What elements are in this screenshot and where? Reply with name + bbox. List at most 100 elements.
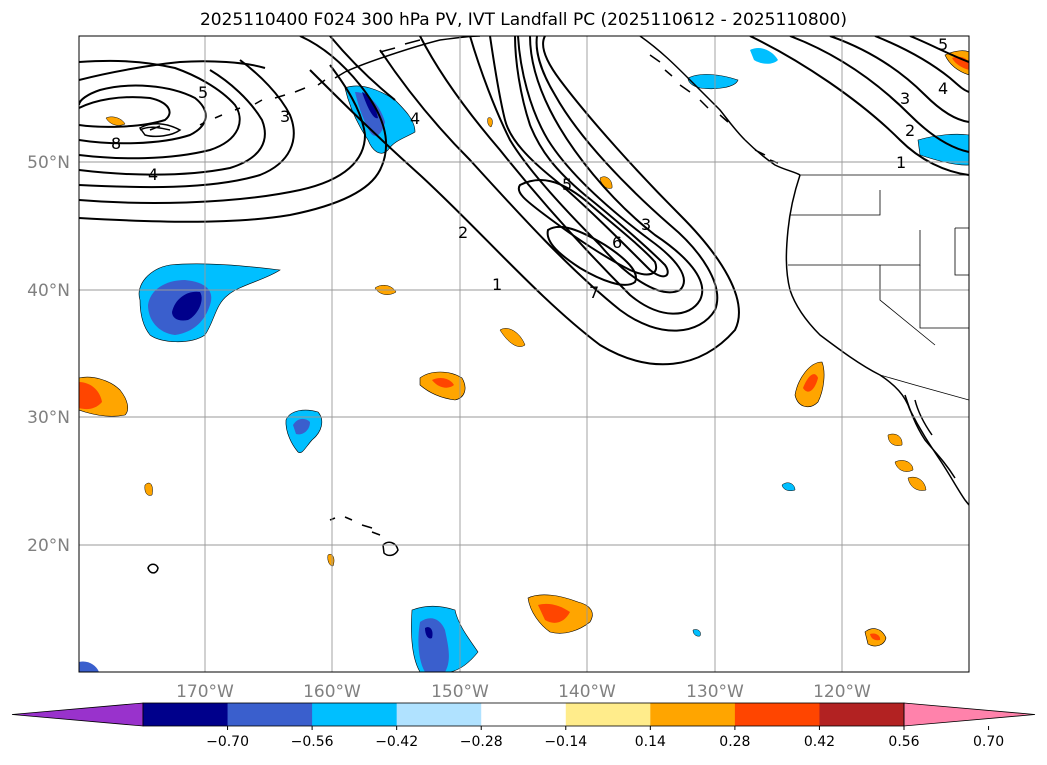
contour-nw-3 [79,59,295,189]
colorbar-tick-label: −0.28 [460,734,503,750]
neg-blob-corner [79,661,99,672]
colorbar-outline [142,702,905,727]
pos-blob-west-edge-core [79,382,102,410]
colorbar-bin [312,703,398,726]
gridlines [79,36,969,672]
colorbar-tick-label: 0.70 [973,734,1004,750]
neg-blob-small1 [781,482,796,492]
ivt-contours [79,36,969,574]
pos-blob-s7 [105,116,126,126]
contour-label: 4 [410,109,420,128]
contour-label: 1 [492,275,502,294]
contour-label: 3 [900,89,910,108]
pos-blob-118w-core [870,633,881,641]
contour-c-2 [379,36,719,332]
neg-blob-alaska-core [362,92,378,119]
border-us-mexico [879,374,969,401]
plot-area [79,36,969,672]
alaska-peninsula [138,123,182,138]
contour-ne-5 [909,36,969,63]
colorbar-tick-label: −0.70 [206,734,249,750]
lon-labels: 170°W 160°W 150°W 140°W 130°W 120°W [176,682,871,702]
lat-label-30n: 30°N [27,408,70,428]
lat-label-40n: 40°N [27,281,70,301]
contour-label: 4 [148,165,158,184]
pv-anomaly-fills [79,48,969,672]
lat-label-50n: 50°N [27,153,70,173]
colorbar-tick-label: −0.56 [291,734,334,750]
border-wa-or [790,190,881,216]
contour-ne-2 [789,36,969,153]
contour-small [147,563,159,574]
neg-blob-small2 [692,629,701,637]
contour-nw-5 [79,59,241,160]
colorbar-tick-label: −0.42 [375,734,418,750]
colorbar-bin [565,703,651,726]
lon-label-130w: 130°W [686,682,744,702]
neg-blob-south-core [425,627,433,639]
neg-blob-ne2 [750,48,778,64]
colorbar-bin [396,703,482,726]
colorbar-bin [481,703,567,726]
contour-nw-6 [79,84,207,145]
colorbar-tick-label: 0.56 [888,734,919,750]
bc-coast [744,139,801,176]
contour-label: 2 [458,223,468,242]
pos-blob-s10 [487,117,493,128]
baja-california [904,394,956,479]
contour-c-1 [309,36,740,366]
contour-ne-3 [829,36,969,123]
colorbar-tick-label: 0.42 [804,734,835,750]
se-alaska [639,36,746,141]
neg-blob-alaska-mid [355,92,385,136]
colorbar-extend-min [11,702,144,727]
lon-label-160w: 160°W [303,682,361,702]
lon-label-140w: 140°W [558,682,616,702]
contour-nw-1 [79,36,388,223]
border-ca-nv [879,265,936,346]
lon-label-150w: 150°W [431,682,489,702]
colorbar: −0.70 −0.56 −0.42 −0.28 −0.14 0.14 0.28 0.42 0.5… [11,702,1036,750]
contour-nw-8 [79,60,266,81]
border-id [954,227,969,276]
contour-c-3 [419,36,704,315]
pos-blob-s3 [887,433,903,446]
contour-label: 5 [562,175,572,194]
contour-nw-2 [79,64,367,204]
contour-label: 1 [896,153,906,172]
contour-ne-4 [874,36,969,93]
plot-frame [78,35,970,673]
lon-label-170w: 170°W [176,682,234,702]
colorbar-bin [227,703,313,726]
contour-ne-1 [749,36,969,176]
hawaii-islands [329,516,399,557]
lat-labels: 50°N 40°N 30°N 20°N [27,153,70,556]
neg-blob-center-mid [293,418,310,435]
map-title: 2025110400 F024 300 hPa PV, IVT Landfall… [199,10,847,30]
contour-labels: 5 3 8 4 4 2 1 5 3 6 7 3 4 2 1 5 [111,35,948,302]
contour-nw-7 [79,96,171,128]
contour-label: 5 [198,83,208,102]
border-nv-az [919,265,969,329]
neg-blob-west-core [172,291,202,321]
contour-nw-4 [79,69,266,176]
colorbar-bin [650,703,736,726]
contour-label: 3 [280,107,290,126]
lat-label-20n: 20°N [27,536,70,556]
contour-c-8 [329,36,396,101]
colorbar-bin [819,703,905,726]
neg-blob-ne1 [687,74,739,90]
contour-c-6 [517,179,658,276]
colorbar-tick-label: −0.14 [544,734,587,750]
contour-label: 5 [938,35,948,54]
colorbar-tick-label: 0.14 [635,734,666,750]
contour-label: 2 [905,121,915,140]
pos-blob-s2 [499,328,526,347]
us-west-coast [785,174,969,506]
contour-label: 3 [641,215,651,234]
lon-label-120w: 120°W [813,682,871,702]
contour-label: 8 [111,134,121,153]
pos-blob-s9 [327,554,335,567]
colorbar-bin [734,703,820,726]
